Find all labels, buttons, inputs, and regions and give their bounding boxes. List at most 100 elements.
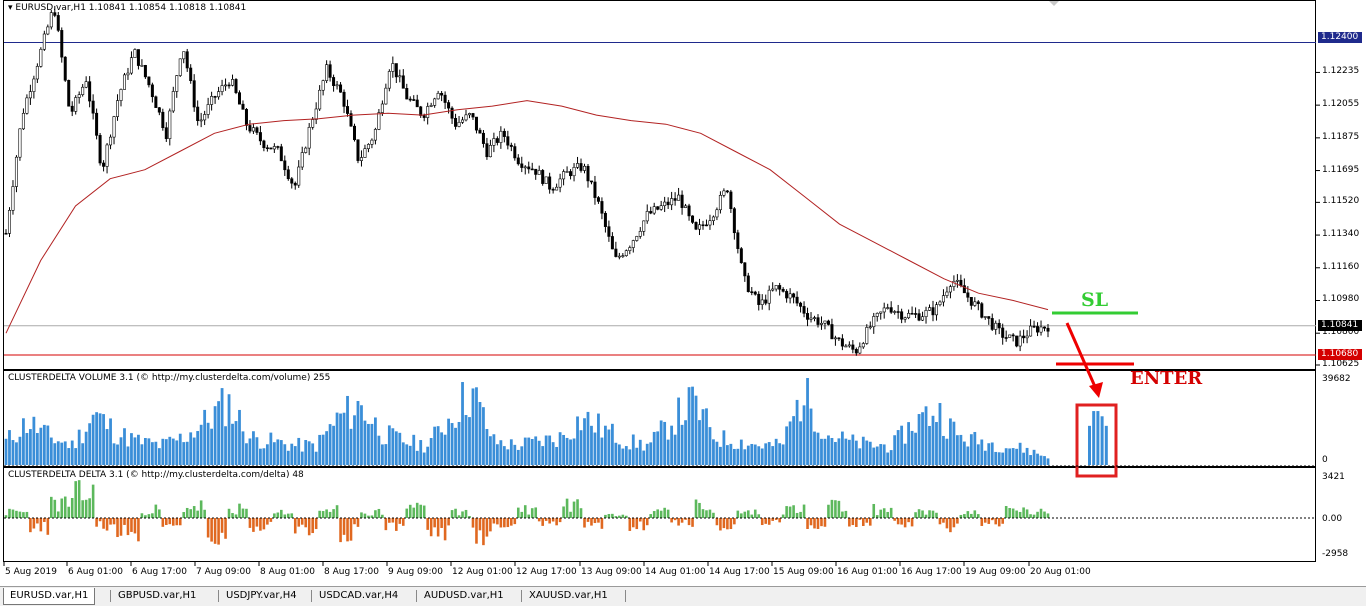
volume-bar [408,445,412,465]
tab-separator [625,590,626,602]
volume-bar [732,448,736,465]
candle-body [1018,335,1022,347]
delta-bar-positive [666,509,670,518]
volume-bar [604,425,607,465]
volume-bar [942,435,945,465]
candle-body [725,190,729,193]
volume-bar [175,440,179,465]
candle-body [269,147,273,150]
delta-scale-top: 3421 [1322,472,1345,482]
volume-bar [760,448,764,465]
delta-bar-negative [210,518,213,542]
delta-bar-negative [893,518,896,521]
delta-bar-negative [224,518,227,539]
delta-bar-positive [321,511,325,518]
volume-bar [74,448,78,465]
delta-bar-positive [701,509,705,518]
candle-body [516,157,520,165]
symbol-tab[interactable]: USDCAD.var,H4 [319,590,399,601]
candle-body [684,205,688,208]
candle-body [882,307,886,313]
delta-bar-negative [119,518,123,536]
volume-bar [1011,448,1015,465]
candle-body [1029,325,1033,337]
delta-bar-positive [562,506,565,518]
candle-body [359,157,363,161]
volume-bar [893,435,897,465]
volume-bar [691,386,694,465]
volume-bar [374,417,377,465]
delta-bar-positive [753,509,757,518]
volume-bar [178,433,182,465]
delta-indicator-pane[interactable]: CLUSTERDELTA DELTA 3.1 (© http://my.clus… [3,467,1316,562]
candle-body [356,139,360,161]
candle-body [635,236,639,241]
delta-bar-negative [861,518,865,526]
delta-bar-negative [471,518,475,528]
volume-bar [384,444,388,465]
delta-bar-negative [635,518,639,530]
candle-body [328,64,332,78]
delta-bar-negative [217,518,220,545]
symbol-tab[interactable]: EURUSD.var,H1 [3,588,96,605]
delta-bar-negative [1001,518,1004,524]
symbol-tab[interactable]: XAUUSD.var,H1 [529,590,608,601]
candle-body [1043,326,1047,329]
volume-bar [1001,452,1005,465]
volume-bar [541,446,545,465]
candle-body [147,76,151,86]
price-chart-pane[interactable]: ▾ EURUSD.var,H1 1.10841 1.10854 1.10818 … [3,0,1316,370]
symbol-tab[interactable]: GBPUSD.var,H1 [118,590,197,601]
volume-bar [597,413,600,465]
volume-bar [659,420,663,465]
volume-bar [719,446,722,465]
candle-body [161,111,165,128]
delta-bar-positive [18,511,22,518]
volume-bar [806,378,809,465]
volume-bar [339,413,342,465]
chart-menu-icon[interactable]: ▾ [8,3,13,13]
volume-bar [196,431,200,465]
delta-bar-positive [746,510,750,518]
delta-bar-negative [36,518,39,524]
candle-body [760,299,764,305]
delta-bar-positive [15,510,18,518]
volume-bar [513,444,517,465]
candle-body [980,303,984,318]
symbol-tab[interactable]: USDJPY.var,H4 [226,590,297,601]
delta-bar-positive [231,513,234,518]
volume-bar [820,438,823,465]
volume-bar [461,382,464,465]
delta-bar-positive [611,513,614,518]
candle-body [60,30,64,58]
volume-bar [983,450,987,465]
candle-body [799,302,803,307]
candle-body [806,313,810,320]
candle-body [983,316,987,318]
delta-bar-negative [848,518,851,527]
volume-bar [907,422,911,465]
volume-bar [252,431,255,465]
volume-bar [391,428,395,465]
highlight-volume-bar [1104,425,1108,465]
volume-bar [335,412,339,465]
delta-bar-positive [276,512,280,518]
candle-body [440,92,444,96]
candle-body [352,125,356,141]
candle-body [872,316,876,328]
delta-bar-positive [928,510,931,518]
volume-bar [830,437,834,465]
volume-bar [900,425,904,465]
delta-bar-positive [931,510,935,518]
volume-bar [161,438,165,465]
volume-bar [774,438,778,465]
volume-bar [468,417,471,465]
highlight-volume-bar [1100,416,1104,465]
delta-bar-negative [631,518,635,528]
volume-bar [952,421,956,465]
delta-bar-positive [367,515,370,518]
delta-bar-positive [1043,511,1046,518]
volume-bar [259,448,262,465]
symbol-tab[interactable]: AUDUSD.var,H1 [424,590,504,601]
volume-bar [882,444,886,465]
